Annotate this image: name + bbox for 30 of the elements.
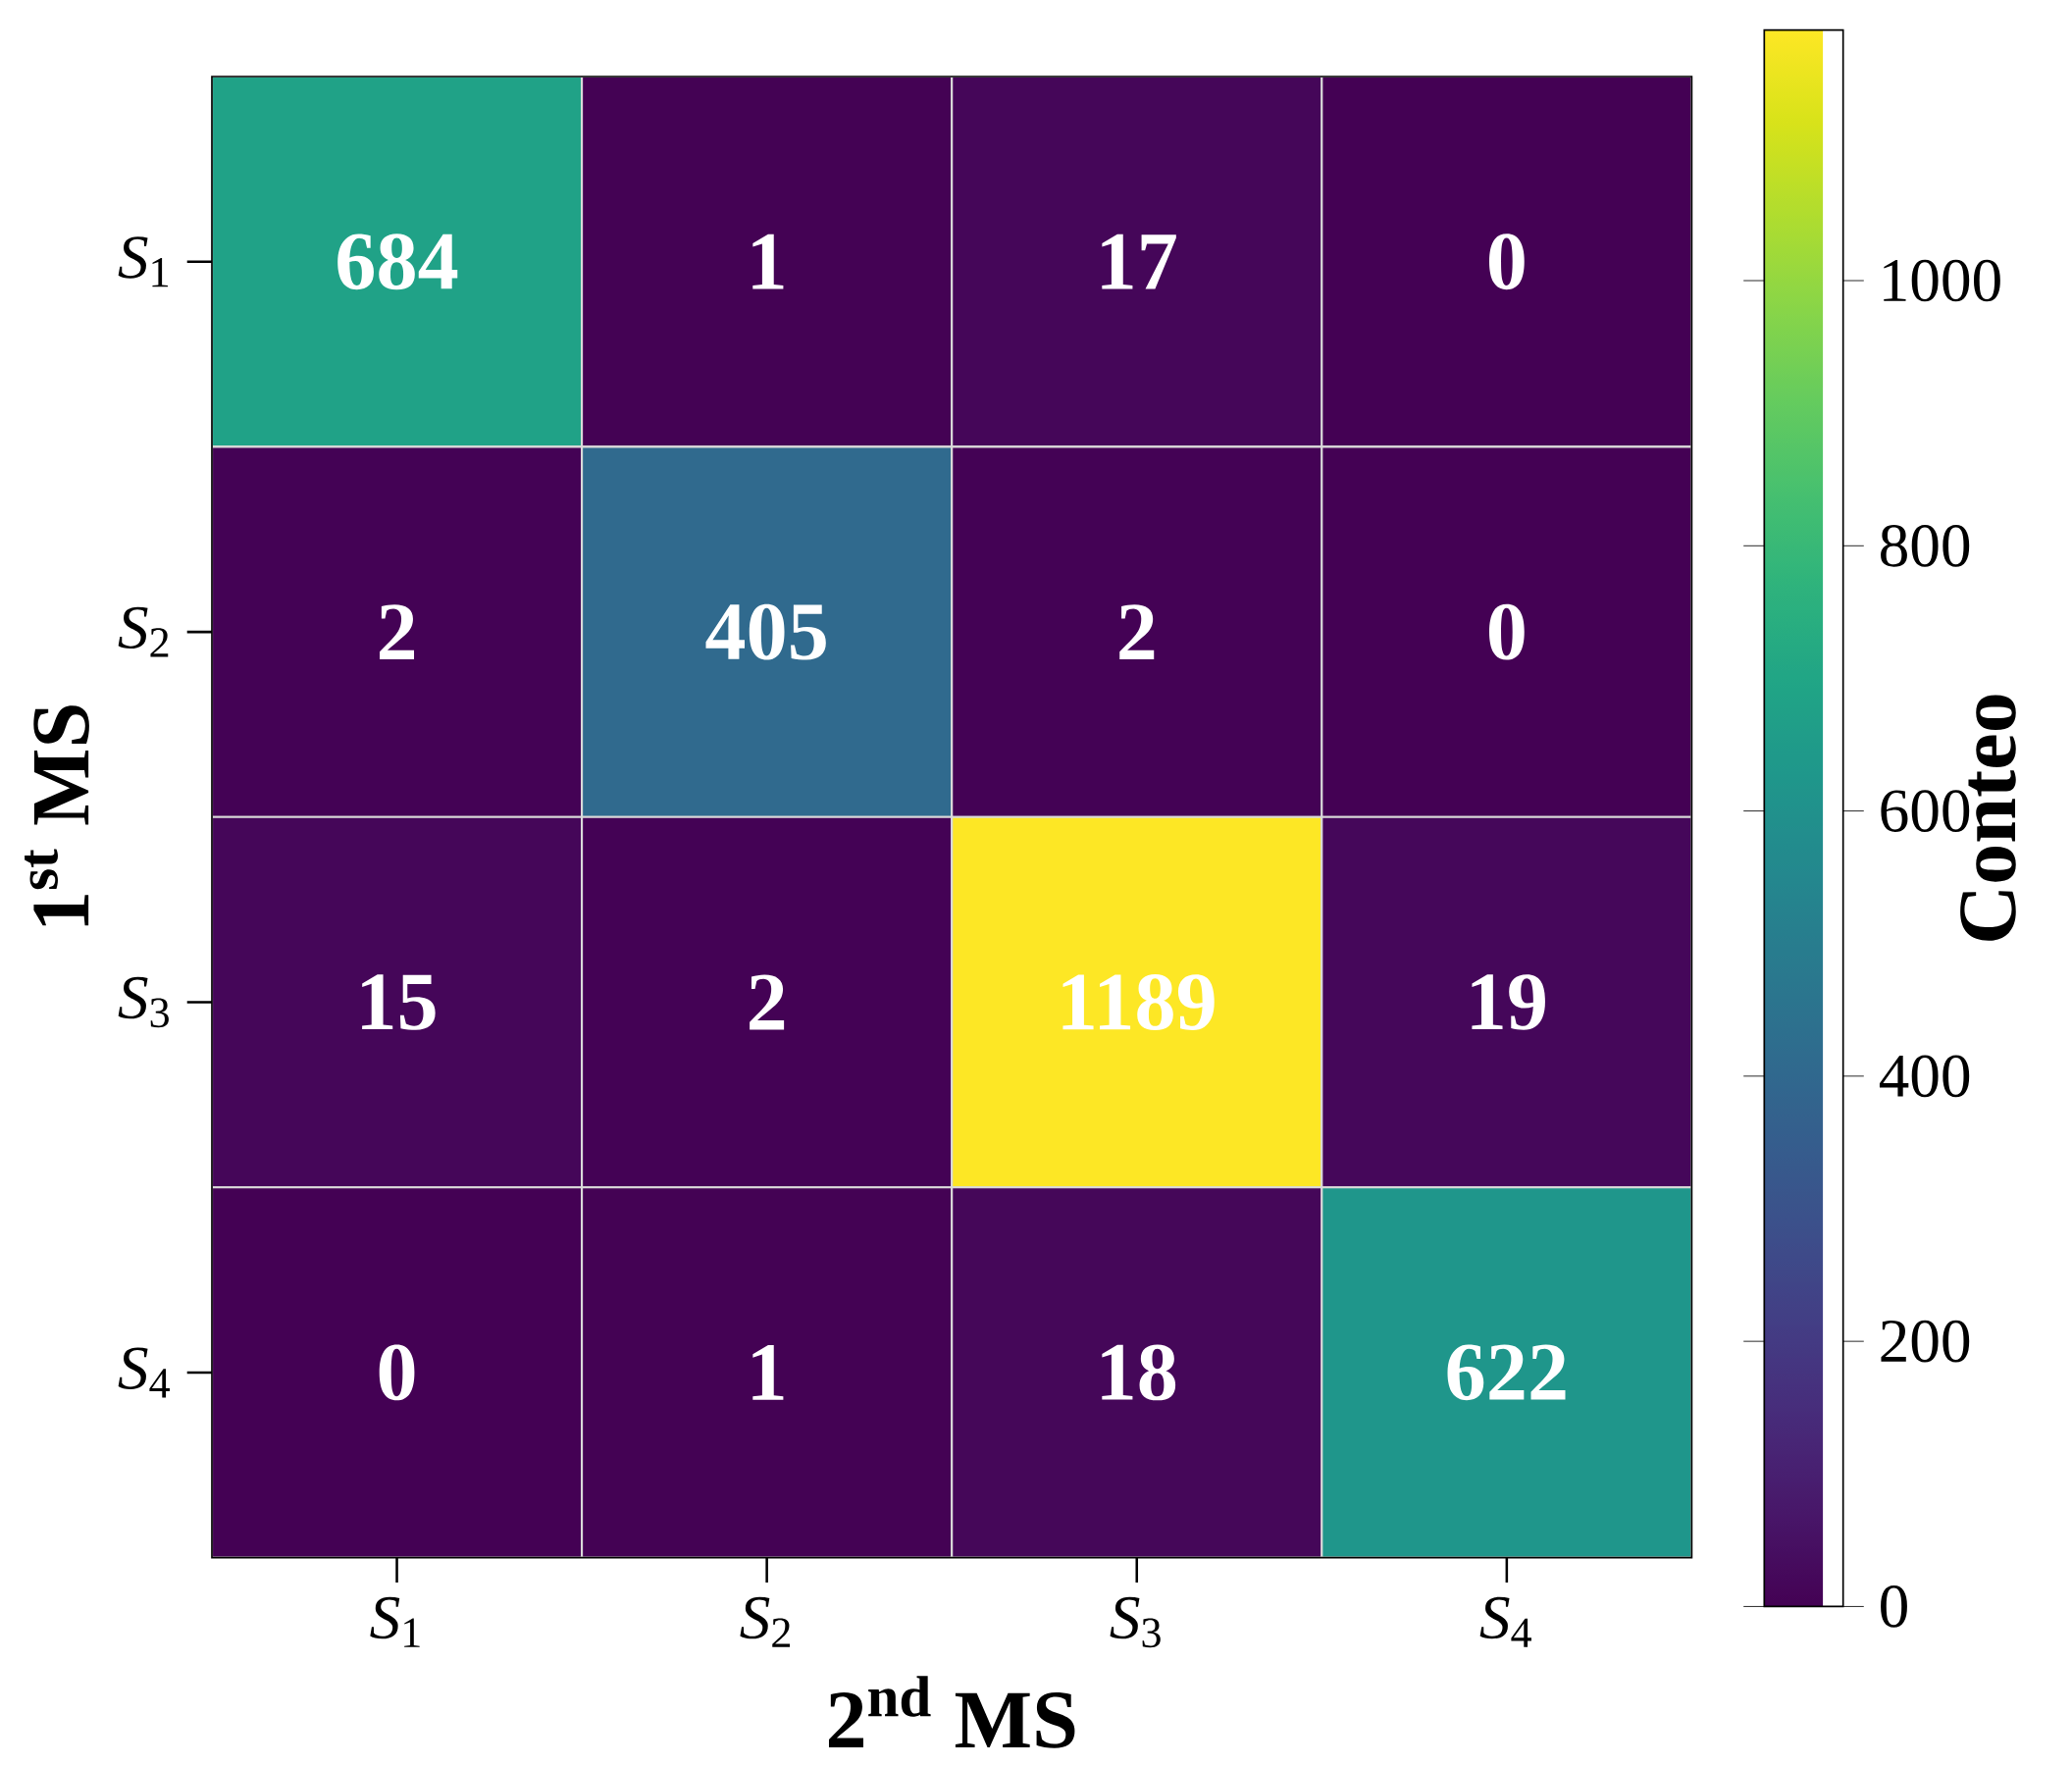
color-bar-label: 800 — [1881, 524, 1970, 567]
color-bar-label: 0 — [1881, 1585, 1907, 1628]
data-label: 2 — [380, 604, 415, 660]
y-tick-label: S$_{1}$ — [118, 236, 168, 287]
data-label: 17 — [1102, 234, 1176, 289]
y-tick-label: S$_{3}$ — [118, 976, 169, 1028]
x-tick-label: S$_{1}$ — [370, 1596, 420, 1647]
data-label: 1189 — [1062, 974, 1215, 1030]
color-bar-label: 1000 — [1884, 259, 2000, 302]
x-tick-label: S$_{4}$ — [1479, 1596, 1531, 1647]
data-label: 0 — [379, 1344, 415, 1401]
data-label: 0 — [1489, 603, 1525, 660]
color-bar-label: 400 — [1879, 1055, 1970, 1098]
x-tick-label: S$_{3}$ — [1110, 1596, 1161, 1648]
y-tick-label: S$_{2}$ — [118, 606, 169, 657]
data-label: 18 — [1102, 1344, 1176, 1401]
data-label: 15 — [362, 974, 436, 1030]
x-axis-title: 2$^{nd}$ MS — [828, 1676, 1075, 1748]
y-tick-label: S$_{4}$ — [118, 1347, 170, 1398]
data-label: 622 — [1447, 1344, 1566, 1401]
data-label: 2 — [1119, 604, 1155, 660]
color-bar-label: 200 — [1881, 1320, 1970, 1363]
data-label: 0 — [1489, 234, 1525, 290]
x-tick-label: S$_{2}$ — [740, 1596, 791, 1647]
data-label: 2 — [750, 974, 785, 1030]
y-axis-title: 1$^{st}$ MS — [25, 705, 89, 926]
data-label: 684 — [337, 234, 458, 290]
data-label: 405 — [705, 603, 826, 660]
data-label: 1 — [752, 234, 784, 289]
data-label: 1 — [752, 1345, 784, 1400]
